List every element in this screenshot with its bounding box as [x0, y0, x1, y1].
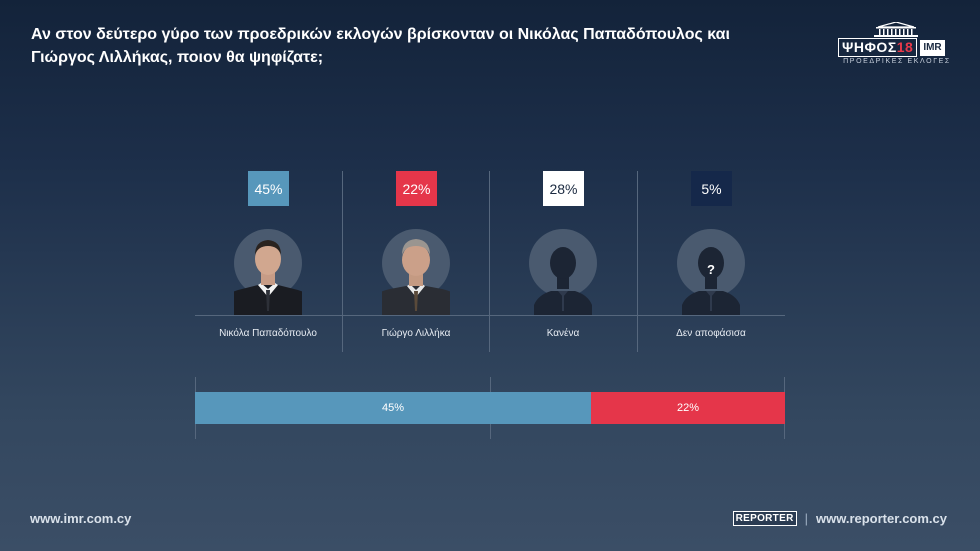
bar-segment-lillikas: 22%	[591, 392, 785, 424]
column-divider	[342, 171, 343, 352]
footer-divider: |	[804, 511, 808, 526]
building-icon	[874, 22, 918, 37]
chart-title: Αν στον δεύτερο γύρο των προεδρικών εκλο…	[31, 26, 730, 66]
column-divider	[637, 171, 638, 352]
lillikas-photo	[382, 229, 450, 315]
reporter-footer: REPORTER | www.reporter.com.cy	[732, 511, 947, 526]
column-divider	[489, 171, 490, 352]
avatar-baseline	[195, 315, 785, 316]
stacked-bar-chart: 45% 22%	[195, 377, 785, 439]
none-person-icon	[529, 229, 597, 315]
logo-subtitle: ΠΡΟΕΔΡΙΚΕΣ ΕΚΛΟΓΕΣ	[843, 58, 951, 65]
question-mark-icon: ?	[707, 262, 715, 277]
category-label-none: Κανένα	[546, 328, 580, 339]
category-label-undecided: Δεν αποφάσισα	[676, 328, 746, 339]
reporter-logo: REPORTER	[732, 511, 797, 526]
reporter-website-link[interactable]: www.reporter.com.cy	[815, 511, 947, 526]
bar-segment-papadopoulos: 45%	[195, 392, 591, 424]
imr-website-link[interactable]: www.imr.com.cy	[30, 511, 132, 526]
papadopoulos-photo	[234, 229, 302, 315]
logo-psifos-text: ΨΗΦΟΣ18	[838, 38, 918, 57]
psifos-18-logo: ΨΗΦΟΣ18 IMR ΠΡΟΕΔΡΙΚΕΣ ΕΚΛΟΓΕΣ	[838, 22, 956, 68]
logo-imr-text: IMR	[920, 39, 945, 56]
value-label-undecided: 5%	[691, 171, 732, 206]
value-label-none: 28%	[543, 171, 584, 206]
category-label-papadopoulos: Νικόλα Παπαδόπουλο	[219, 328, 317, 339]
value-label-lillikas: 22%	[396, 171, 437, 206]
undecided-person-icon: ?	[677, 229, 745, 315]
category-label-lillikas: Γιώργο Λιλλήκα	[381, 328, 451, 339]
value-label-papadopoulos: 45%	[248, 171, 289, 206]
